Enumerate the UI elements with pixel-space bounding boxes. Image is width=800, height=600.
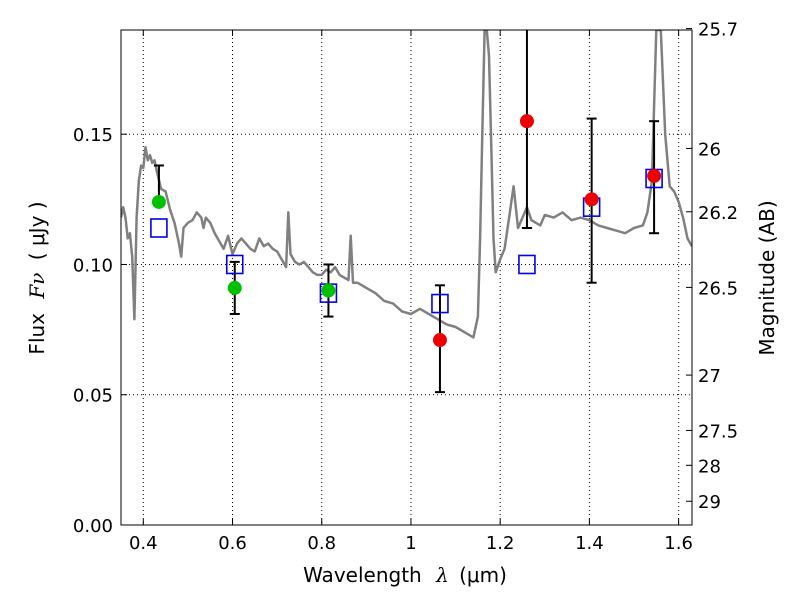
mag-tick-label: 26.5 [698, 278, 738, 299]
x-axis-label-text: Wavelength [303, 563, 422, 587]
model-photometry-layer [150, 168, 663, 314]
mag-tick-label: 27.5 [698, 421, 738, 442]
x-axis-label: Wavelength λ (μm) [303, 563, 507, 587]
x-tick-label: 1 [405, 533, 416, 554]
x-tick-label: 0.6 [218, 533, 247, 554]
green-data-point [151, 194, 166, 209]
grid-layer [121, 30, 692, 526]
x-tick-label: 1.4 [575, 533, 604, 554]
y-tick-label: 0.00 [73, 516, 113, 537]
mag-tick-label: 28 [698, 456, 721, 477]
x-tick-label: 0.4 [129, 533, 158, 554]
model-photometry-marker [150, 218, 168, 238]
x-tick-label: 0.8 [307, 533, 336, 554]
red-data-point [584, 192, 599, 207]
y-axis-label: Flux Fν ( μJy ) [25, 201, 49, 354]
y-tick-label: 0.15 [73, 125, 113, 146]
mag-tick-label: 29 [698, 492, 721, 513]
mag-tick-label: 25.7 [698, 20, 738, 41]
y-axis-label-symbol: Fν [25, 273, 49, 300]
red-data-point [519, 114, 534, 129]
green-data-point [227, 280, 242, 295]
model-photometry-marker [225, 254, 244, 275]
mag-tick-label: 26 [698, 139, 721, 160]
mag-tick-label: 27 [698, 366, 721, 387]
errorbar-layer [153, 30, 660, 394]
x-axis-label-unit: (μm) [459, 563, 507, 587]
axis-ticks-layer: 0.4 0.6 0.8 1 1.2 1.4 1.6 0.00 0.05 0.10 0.15 25.7 2… [73, 20, 738, 554]
red-data-point [647, 168, 662, 183]
sed-model-line [121, 30, 692, 339]
x-axis-label-symbol: λ [435, 563, 449, 587]
red-data-point [432, 333, 447, 348]
y-axis-label-text: Flux [25, 313, 49, 355]
y-tick-label: 0.10 [73, 255, 113, 276]
sed-layer [121, 30, 692, 339]
mag-tick-label: 26.2 [698, 203, 738, 224]
plot-frame [120, 29, 693, 526]
model-photometry-marker [431, 293, 449, 314]
y-axis-label-unit: ( μJy ) [25, 201, 49, 260]
model-photometry-marker [518, 254, 536, 275]
observed-layer [151, 114, 662, 348]
green-data-point [321, 283, 336, 298]
y-tick-label: 0.05 [73, 386, 113, 407]
x-tick-label: 1.2 [486, 533, 515, 554]
y2-axis-label: Magnitude (AB) [755, 200, 779, 355]
x-tick-label: 1.6 [664, 533, 693, 554]
